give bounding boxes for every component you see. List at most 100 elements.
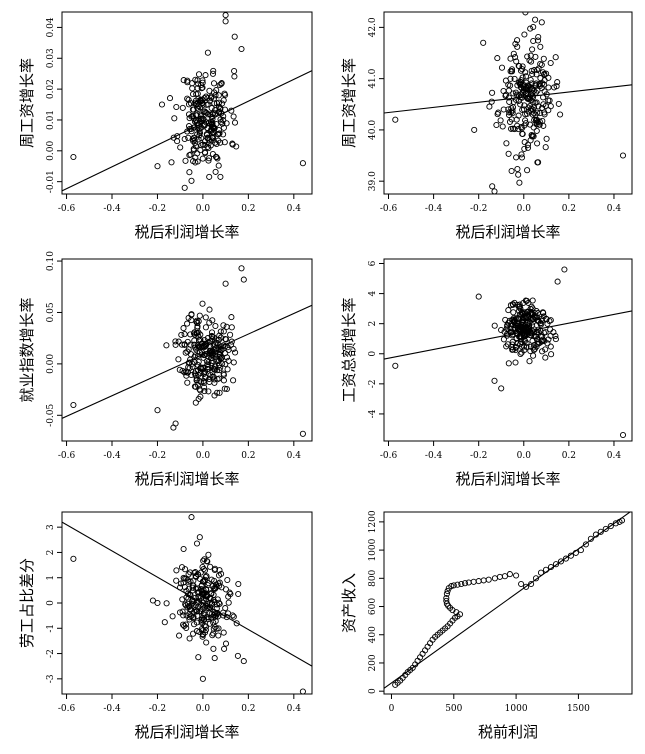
y-tick-label: 0 (368, 351, 378, 357)
data-point (231, 33, 238, 40)
data-point (223, 385, 230, 393)
data-point (508, 116, 515, 123)
data-point (524, 110, 531, 117)
data-point (199, 675, 206, 682)
data-point (547, 103, 554, 110)
x-tick-label: 0.0 (196, 204, 211, 214)
data-point (173, 567, 180, 574)
data-point (458, 580, 465, 588)
data-point (202, 93, 210, 100)
data-point (507, 68, 514, 75)
data-point (181, 341, 188, 348)
data-point (195, 71, 203, 78)
data-point (529, 319, 536, 326)
data-point (562, 555, 569, 562)
data-point (231, 119, 239, 126)
data-point (444, 587, 451, 595)
data-point (208, 614, 215, 621)
data-point (529, 46, 536, 53)
data-point (530, 344, 537, 351)
data-point (536, 118, 543, 125)
data-point (517, 305, 524, 312)
data-point (185, 101, 193, 108)
data-point (602, 525, 609, 532)
data-point (528, 580, 535, 588)
data-point (201, 622, 208, 629)
data-point (233, 143, 240, 150)
data-point (536, 80, 543, 87)
x-tick-label: -0.2 (470, 451, 487, 461)
data-point (505, 307, 512, 314)
plot-frame (383, 258, 633, 442)
data-point (215, 131, 222, 138)
data-point (196, 129, 204, 137)
data-point (210, 630, 217, 637)
data-point (535, 326, 542, 333)
data-point (171, 115, 178, 122)
data-point (185, 111, 193, 118)
data-point (540, 313, 547, 320)
data-point (206, 306, 213, 313)
data-point (180, 621, 187, 628)
x-tick-label: 1500 (567, 704, 590, 714)
y-axis-label: 工资总额增长率 (340, 297, 358, 402)
data-point (196, 534, 203, 541)
y-tick-label: 0.04 (46, 17, 56, 37)
data-point (198, 85, 205, 92)
data-point (182, 621, 189, 628)
data-point (212, 618, 219, 625)
y-tick-label: 2 (46, 550, 56, 556)
data-point (184, 369, 191, 376)
data-point (230, 345, 237, 352)
plot-area (384, 12, 632, 194)
x-tick-label: 0.0 (517, 204, 532, 214)
data-point (531, 116, 538, 124)
data-point (215, 92, 222, 99)
data-point (184, 379, 191, 386)
data-point (211, 100, 218, 107)
data-point (522, 117, 529, 124)
data-point (163, 342, 170, 349)
data-point (221, 385, 228, 392)
data-point (543, 91, 550, 98)
data-point (527, 137, 534, 144)
data-point (172, 338, 179, 345)
data-point (232, 349, 239, 356)
data-point (223, 120, 230, 127)
data-point (505, 87, 512, 94)
y-tick-label: 1200 (368, 510, 378, 533)
data-point (210, 645, 217, 652)
data-point (538, 338, 545, 345)
data-point (224, 576, 231, 584)
chart-panel-4: -0.6 -0.4 -0.2 0.0 0.2 0.4 -4 -2 0 2 4 6 税后利润增长率 工资总额… (340, 258, 633, 488)
data-point (200, 557, 207, 564)
data-point (175, 356, 182, 363)
x-axis-label: 税后利润增长率 (455, 223, 560, 241)
data-point (230, 613, 237, 620)
data-point (524, 324, 531, 331)
data-point (513, 58, 520, 65)
data-point (528, 105, 535, 112)
data-point (194, 585, 202, 592)
data-point (198, 142, 205, 149)
data-point (210, 625, 217, 632)
data-point (548, 351, 555, 358)
data-point (485, 576, 492, 583)
data-point (179, 367, 186, 374)
data-point (213, 154, 220, 161)
data-point (532, 89, 539, 96)
data-point (228, 107, 235, 114)
data-point (195, 594, 202, 601)
data-point (192, 76, 199, 83)
y-tick-label: 0.01 (46, 110, 56, 130)
data-point (161, 619, 168, 626)
data-point (299, 430, 306, 437)
data-point (215, 632, 222, 639)
data-point (206, 173, 213, 180)
data-point (211, 376, 218, 383)
data-point (443, 595, 450, 602)
data-point (392, 116, 399, 123)
x-tick-label: 0.2 (241, 704, 255, 714)
data-point (205, 551, 212, 558)
data-point (619, 152, 627, 159)
